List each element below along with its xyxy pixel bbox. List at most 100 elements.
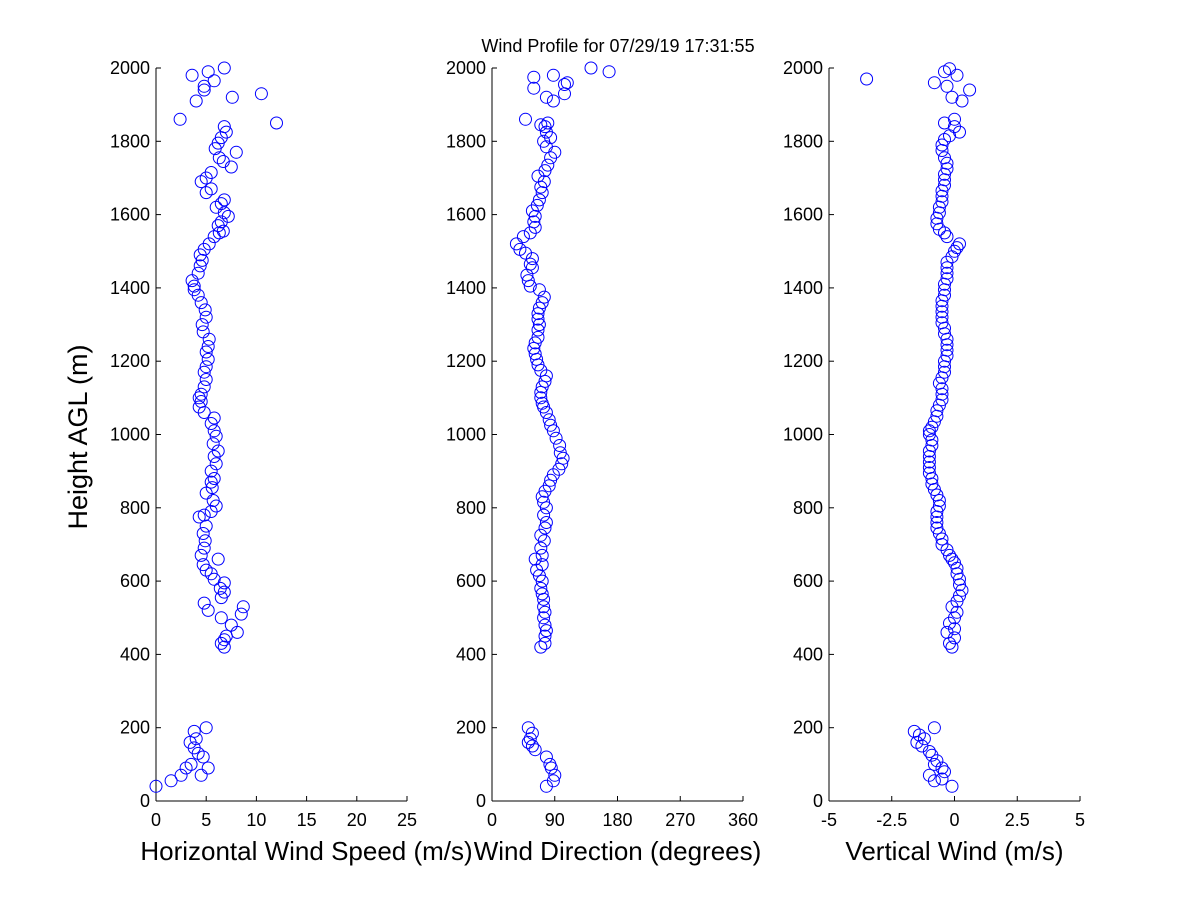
data-point — [219, 125, 233, 139]
data-point — [539, 516, 553, 529]
data-point — [548, 768, 562, 782]
data-point — [938, 133, 951, 146]
data-point — [217, 193, 231, 207]
y-tick-label: 400 — [120, 644, 150, 664]
data-point — [537, 611, 551, 625]
y-tick-label: 1600 — [446, 205, 486, 225]
panel-3: 0 200 400 600 800 1000 1200 1400 1600 1800 2000 -5 -… — [783, 58, 1085, 866]
data-point — [201, 340, 215, 353]
data-point — [938, 116, 951, 130]
data-point — [207, 472, 221, 485]
data-point — [948, 120, 961, 134]
data-point — [523, 732, 537, 746]
data-point — [217, 576, 231, 590]
data-point — [935, 761, 949, 775]
data-point — [197, 365, 211, 379]
data-point — [935, 305, 949, 319]
data-point — [925, 420, 939, 434]
data-point — [541, 116, 555, 130]
data-point — [198, 534, 212, 548]
y-tick-label: 1000 — [110, 425, 150, 445]
x-tick-label: 2.5 — [1005, 810, 1030, 830]
y-tick-label: 1000 — [446, 425, 486, 445]
data-point — [955, 94, 969, 108]
data-point — [535, 186, 549, 200]
data-point — [535, 296, 549, 310]
data-point — [948, 112, 961, 126]
y-tick-label: 1400 — [446, 278, 486, 298]
data-point — [945, 779, 959, 793]
data-point — [935, 138, 949, 152]
data-point — [945, 90, 959, 104]
data-point — [206, 494, 220, 507]
data-point — [217, 120, 231, 134]
y-tick-label: 800 — [456, 498, 486, 518]
y-tick-label: 0 — [476, 791, 486, 811]
data-point — [602, 65, 616, 79]
data-point — [531, 330, 545, 344]
data-point — [534, 385, 548, 399]
data-point — [525, 739, 539, 753]
panel-2: 0 200 400 600 800 1000 1200 1400 1600 1800 2000 0 90… — [446, 58, 761, 866]
data-point — [216, 155, 230, 168]
data-point — [197, 541, 211, 555]
data-point — [948, 244, 961, 258]
x-tick-label: 0 — [487, 810, 497, 830]
y-tick-label: 1200 — [110, 351, 150, 371]
x-tick-label: 0 — [151, 810, 161, 830]
x-tick-label: 360 — [728, 810, 758, 830]
data-point — [149, 779, 163, 793]
data-point — [523, 257, 537, 271]
data-point — [185, 68, 199, 82]
data-point — [922, 768, 936, 782]
data-point — [197, 83, 211, 97]
data-point — [199, 186, 213, 200]
y-tick-label: 600 — [793, 571, 823, 591]
x-tick-label: 5 — [201, 810, 211, 830]
data-point — [938, 365, 951, 379]
y-tick-label: 200 — [120, 718, 150, 738]
data-point — [217, 640, 231, 654]
data-point — [935, 316, 949, 330]
data-point — [204, 464, 218, 478]
data-point — [198, 303, 212, 317]
data-point — [945, 640, 959, 654]
data-point — [234, 607, 248, 621]
x-axis-label: Horizontal Wind Speed (m/s) — [140, 836, 472, 866]
data-point — [938, 765, 951, 779]
data-point — [537, 495, 551, 509]
data-point — [516, 230, 530, 244]
data-point — [546, 94, 560, 108]
data-point — [217, 585, 231, 599]
data-point — [532, 193, 546, 207]
data-point — [201, 65, 215, 79]
data-point — [214, 636, 228, 650]
data-point — [940, 79, 954, 93]
data-point — [207, 424, 221, 438]
data-point — [217, 61, 231, 75]
x-tick-label: 0 — [949, 810, 959, 830]
data-point — [197, 79, 211, 93]
y-tick-label: 1200 — [446, 351, 486, 371]
data-point — [531, 307, 545, 321]
data-point — [211, 552, 225, 566]
data-point — [532, 318, 546, 332]
data-point — [211, 219, 225, 233]
data-point — [950, 241, 964, 255]
data-point — [940, 156, 954, 170]
data-point — [943, 616, 956, 630]
data-point — [935, 310, 949, 324]
x-axis-label: Vertical Wind (m/s) — [845, 836, 1063, 866]
data-point — [932, 494, 946, 507]
data-point — [201, 761, 215, 775]
data-point — [534, 541, 548, 555]
data-point — [943, 62, 956, 76]
data-point — [538, 374, 552, 388]
data-point — [199, 360, 213, 374]
data-point — [558, 78, 571, 91]
data-point — [187, 724, 201, 738]
data-point — [195, 318, 209, 332]
data-point — [948, 556, 961, 570]
data-point — [187, 279, 201, 293]
